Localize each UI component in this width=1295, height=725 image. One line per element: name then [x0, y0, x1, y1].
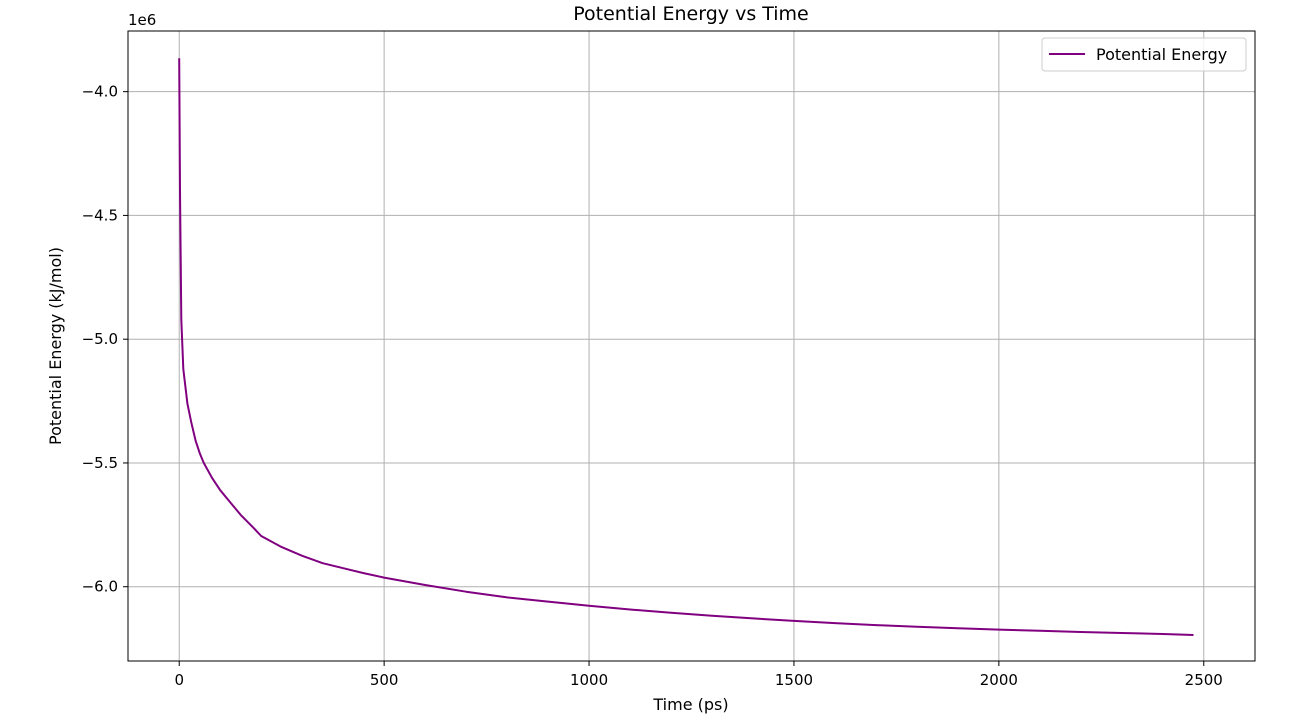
chart-title: Potential Energy vs Time: [573, 3, 809, 25]
y-tick-label: −5.5: [82, 454, 118, 472]
series-layer: [178, 58, 1194, 636]
x-tick-label: 0: [174, 671, 184, 689]
x-tick-label: 500: [370, 671, 399, 689]
x-tick-label: 2000: [980, 671, 1018, 689]
x-tick-label: 2500: [1185, 671, 1223, 689]
legend-box: [1041, 37, 1247, 72]
y-tick-label: −4.5: [82, 206, 118, 224]
legend-label: Potential Energy: [1096, 45, 1227, 64]
x-axis-label: Time (ps): [652, 695, 728, 714]
y-tick-label: −5.0: [82, 330, 118, 348]
y-offset-label: 1e6: [128, 11, 156, 29]
legend: Potential Energy: [1041, 37, 1247, 72]
y-tick-label: −4.0: [82, 83, 118, 101]
grid: [128, 31, 1255, 661]
x-tick-label: 1000: [570, 671, 608, 689]
series-line-potential-energy: [178, 58, 1194, 636]
y-axis-label: Potential Energy (kJ/mol): [46, 247, 65, 445]
y-tick-label: −6.0: [82, 578, 118, 596]
x-tick-label: 1500: [775, 671, 813, 689]
plot-frame: [127, 30, 1256, 662]
ticks: 0 500 1000 1500 2000 2500 −4.0 −4.5 −5.0 −5.5 −6.0: [82, 83, 1223, 689]
